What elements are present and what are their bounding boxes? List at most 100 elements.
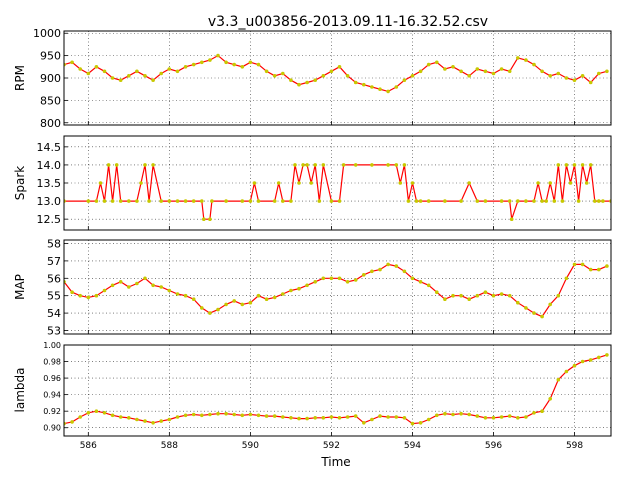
data-point [232, 62, 236, 67]
data-point [256, 199, 261, 203]
data-point [593, 199, 597, 203]
data-point [499, 67, 504, 71]
data-point [576, 199, 581, 203]
ylabel-spark: Spark [13, 166, 27, 201]
data-point [305, 283, 309, 288]
data-point [532, 62, 536, 67]
data-point [507, 69, 512, 74]
data-point [191, 62, 196, 67]
data-point [491, 416, 496, 420]
data-point [443, 297, 447, 302]
data-point [564, 163, 569, 167]
data-point [272, 74, 277, 78]
data-point [305, 416, 309, 421]
data-point [289, 78, 293, 82]
data-point [443, 199, 447, 203]
data-point [183, 293, 188, 298]
ylabel-rpm: RPM [13, 65, 27, 91]
xtick-label: 588 [161, 441, 178, 451]
data-point [568, 181, 573, 185]
data-point [467, 297, 472, 302]
data-point [216, 307, 220, 312]
data-point [281, 71, 285, 76]
data-point [305, 163, 309, 167]
ytick-label: 14.5 [37, 141, 62, 154]
data-point [597, 199, 601, 203]
data-point [94, 65, 99, 69]
data-point [499, 415, 504, 419]
data-point [532, 199, 536, 203]
data-point [507, 199, 512, 203]
data-point [509, 217, 514, 221]
data-point [345, 74, 350, 78]
data-point [467, 181, 472, 185]
data-point [143, 276, 147, 281]
data-point [175, 199, 180, 203]
data-point [301, 163, 305, 167]
data-point [491, 71, 496, 76]
data-point [524, 415, 528, 419]
data-point [556, 163, 561, 167]
data-point [191, 412, 196, 417]
data-point [147, 199, 151, 203]
data-point [167, 288, 172, 293]
data-point [118, 199, 123, 203]
data-point [353, 163, 358, 167]
data-point [114, 163, 119, 167]
data-point [289, 416, 293, 420]
data-point [94, 409, 99, 414]
data-point [394, 415, 399, 419]
data-point [135, 69, 139, 74]
data-point [329, 69, 334, 74]
data-point [556, 71, 561, 76]
data-point [426, 199, 431, 203]
data-point [321, 416, 326, 420]
data-point [248, 60, 253, 65]
ytick-label: 0.96 [43, 374, 61, 383]
data-point [118, 78, 123, 82]
data-point [167, 199, 172, 203]
data-point [467, 74, 472, 78]
data-point [580, 74, 585, 78]
data-point [459, 293, 463, 298]
ytick-label: 56 [47, 272, 61, 285]
data-point [362, 421, 366, 425]
data-point [135, 281, 139, 286]
data-point [127, 416, 131, 420]
data-point [483, 69, 488, 74]
data-point [118, 280, 123, 284]
data-point [402, 416, 407, 420]
data-point [224, 60, 228, 65]
data-point [410, 421, 415, 426]
data-point [293, 163, 297, 167]
data-point [548, 302, 552, 307]
data-point [208, 58, 212, 62]
data-point [200, 199, 204, 203]
data-point [475, 414, 480, 418]
data-point [200, 306, 204, 310]
data-point [329, 199, 334, 203]
data-point [224, 199, 228, 203]
data-point [272, 295, 277, 300]
data-point [418, 421, 423, 425]
data-point [272, 414, 277, 418]
data-point [475, 67, 480, 71]
data-point [224, 302, 228, 307]
xtick-label: 590 [242, 441, 259, 451]
data-point [86, 411, 91, 415]
data-point [151, 421, 155, 425]
data-point [459, 411, 463, 416]
xtick-label: 592 [323, 441, 340, 451]
data-point [580, 163, 585, 167]
data-point [548, 397, 552, 401]
data-point [588, 163, 593, 167]
data-point [605, 353, 609, 357]
data-point [370, 417, 374, 422]
data-point [418, 199, 423, 203]
ytick-label: 0.92 [43, 407, 61, 416]
data-point [248, 412, 253, 417]
panel-spark: Spark 12.5 13.0 13.5 14.0 14.5 [13, 135, 612, 231]
data-point [588, 358, 593, 362]
data-point [313, 280, 318, 284]
data-point [588, 80, 593, 85]
